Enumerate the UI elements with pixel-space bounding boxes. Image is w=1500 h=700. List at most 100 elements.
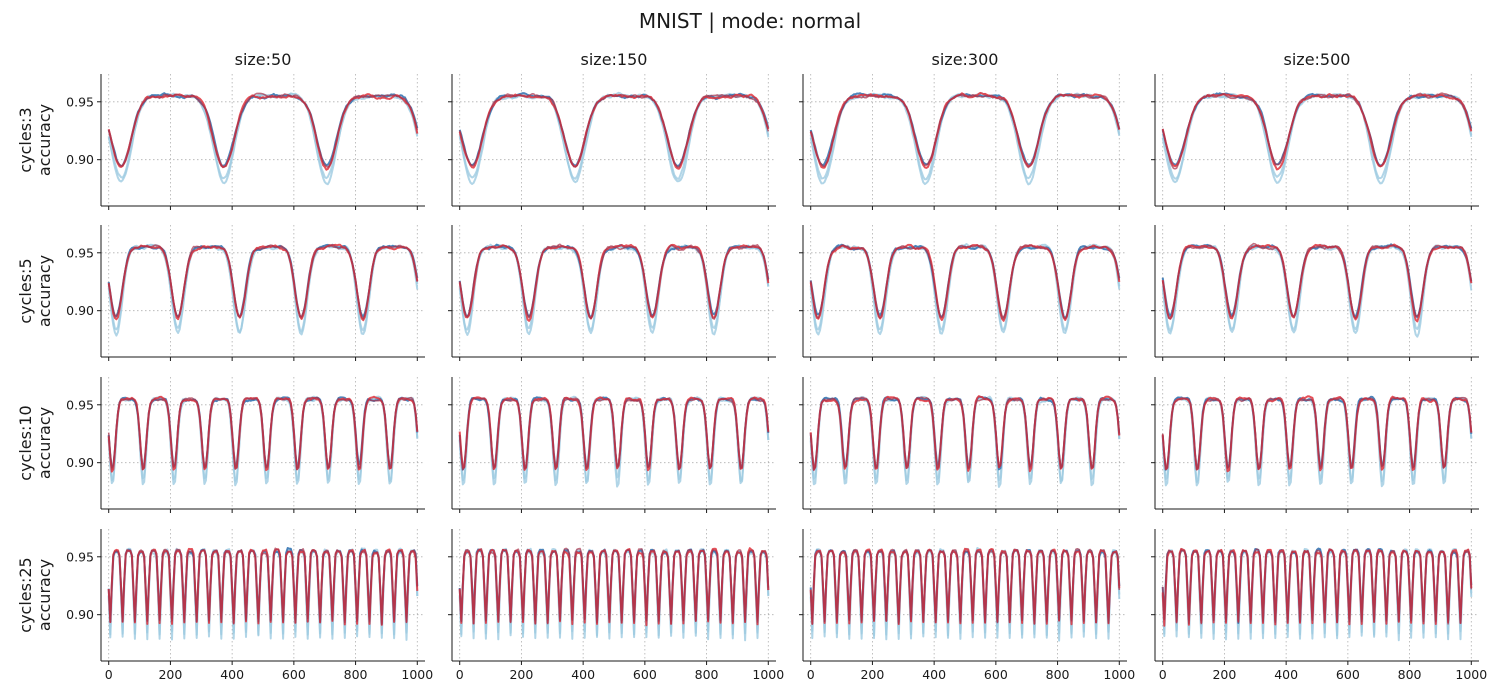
light-blue-series: [809, 92, 1121, 186]
y-axis-label: accuracy: [35, 255, 54, 327]
blue-series: [107, 92, 419, 168]
x-tick-label: 0: [456, 667, 464, 682]
subplot: 0 200 400 600 800 1000 0.90 0.95: [66, 529, 433, 682]
blue-series: [809, 92, 1121, 167]
x-tick-label: 0: [105, 667, 113, 682]
y-tick-label: 0.95: [66, 397, 94, 412]
y-tick-label: 0.95: [66, 94, 94, 109]
overlap-series: [107, 244, 419, 320]
column-title: size:50: [235, 50, 292, 69]
light-blue-series: [809, 243, 1121, 331]
x-tick-label: 600: [984, 667, 1008, 682]
column-title: size:500: [1284, 50, 1351, 69]
row-label-cycles: cycles:10: [16, 405, 35, 480]
light-blue-series: [1161, 93, 1473, 185]
light-blue-series: [107, 244, 419, 333]
y-axis-label: accuracy: [35, 407, 54, 479]
light-blue-series: [458, 91, 770, 180]
subplot: [1151, 225, 1479, 361]
y-tick-label: 0.90: [66, 152, 94, 167]
y-tick-label: 0.90: [66, 303, 94, 318]
y-tick-label: 0.90: [66, 607, 94, 622]
row-label-cycles: cycles:3: [16, 107, 35, 172]
subplot: 0.90 0.95: [66, 225, 425, 361]
light-blue-series: [809, 92, 1121, 181]
overlap-series: [458, 547, 770, 625]
x-tick-label: 0: [1159, 667, 1167, 682]
x-tick-label: 400: [220, 667, 244, 682]
subplot: [799, 74, 1127, 210]
x-tick-label: 600: [1336, 667, 1360, 682]
red-series: [1161, 243, 1473, 323]
subplot: 0 200 400 600 800 1000: [448, 529, 784, 682]
light-blue-series: [107, 92, 419, 186]
y-tick-label: 0.95: [66, 549, 94, 564]
overlap-series: [1161, 92, 1473, 170]
light-blue-series: [1161, 243, 1473, 332]
light-blue-series: [1161, 244, 1473, 338]
y-axis-label: accuracy: [35, 559, 54, 631]
x-tick-label: 600: [282, 667, 306, 682]
overlap-series: [1161, 548, 1473, 625]
column-title: size:150: [581, 50, 648, 69]
x-tick-label: 200: [158, 667, 182, 682]
x-tick-label: 0: [807, 667, 815, 682]
overlap-series: [809, 396, 1121, 472]
x-tick-label: 400: [1274, 667, 1298, 682]
overlap-series: [1161, 396, 1473, 471]
x-tick-label: 400: [571, 667, 595, 682]
x-tick-label: 800: [1398, 667, 1422, 682]
subplot: 0 200 400 600 800 1000: [799, 529, 1135, 682]
subplot: [1151, 377, 1479, 513]
y-axis-label: accuracy: [35, 104, 54, 176]
subplot: [1151, 74, 1479, 210]
x-tick-label: 200: [509, 667, 533, 682]
subplot: [448, 225, 776, 361]
red-series: [458, 93, 770, 170]
x-tick-label: 1000: [1103, 667, 1135, 682]
blue-series: [458, 92, 770, 167]
red-series: [107, 93, 419, 171]
overlap-series: [809, 548, 1121, 625]
x-tick-label: 200: [860, 667, 884, 682]
light-blue-series: [1161, 92, 1473, 180]
x-tick-label: 800: [695, 667, 719, 682]
overlap-series: [458, 93, 770, 168]
subplot: [448, 74, 776, 210]
x-tick-label: 200: [1212, 667, 1236, 682]
overlap-series: [809, 93, 1121, 169]
figure-title: MNIST | mode: normal: [638, 9, 862, 33]
light-blue-series: [107, 92, 419, 180]
overlap-series: [107, 547, 419, 626]
x-tick-label: 1000: [752, 667, 784, 682]
red-series: [107, 243, 419, 322]
y-tick-label: 0.90: [66, 455, 94, 470]
subplot: [448, 377, 776, 513]
subplot: [799, 225, 1127, 361]
subplot: 0.90 0.95: [66, 74, 425, 210]
overlap-series: [107, 92, 419, 168]
x-tick-label: 1000: [401, 667, 433, 682]
x-tick-label: 800: [344, 667, 368, 682]
y-tick-label: 0.95: [66, 245, 94, 260]
subplot: 0 200 400 600 800 1000: [1151, 529, 1487, 682]
blue-series: [1161, 92, 1473, 167]
red-series: [1161, 93, 1473, 171]
subplot: [799, 377, 1127, 513]
x-tick-label: 600: [633, 667, 657, 682]
light-blue-series: [458, 93, 770, 185]
row-label-cycles: cycles:5: [16, 258, 35, 323]
overlap-series: [107, 396, 419, 471]
subplot: 0.90 0.95: [66, 377, 425, 513]
overlap-series: [458, 397, 770, 471]
x-tick-label: 400: [922, 667, 946, 682]
overlap-series: [1161, 242, 1473, 320]
red-series: [809, 91, 1121, 169]
red-series: [458, 243, 770, 322]
light-blue-series: [458, 243, 770, 331]
x-tick-label: 1000: [1455, 667, 1487, 682]
overlap-series: [809, 244, 1121, 320]
overlap-series: [458, 243, 770, 320]
x-tick-label: 800: [1046, 667, 1070, 682]
